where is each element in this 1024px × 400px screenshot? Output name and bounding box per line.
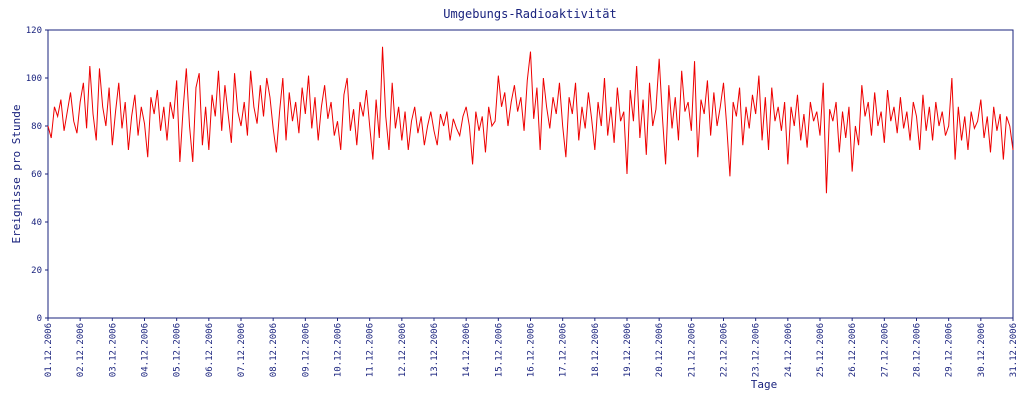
data-line <box>47 46 1014 194</box>
y-tick-label: 40 <box>31 218 42 228</box>
x-tick-label: 07.12.2006 <box>237 323 247 377</box>
x-tick-label: 20.12.2006 <box>655 323 665 377</box>
x-axis-label: Tage <box>751 378 778 391</box>
x-tick-label: 26.12.2006 <box>848 323 858 377</box>
x-tick-label: 25.12.2006 <box>816 323 826 377</box>
x-tick-label: 08.12.2006 <box>269 323 279 377</box>
x-tick-label: 21.12.2006 <box>687 323 697 377</box>
x-tick-label: 11.12.2006 <box>366 323 376 377</box>
x-tick-label: 29.12.2006 <box>945 323 955 377</box>
x-tick-label: 19.12.2006 <box>623 323 633 377</box>
x-tick-label: 01.12.2006 <box>44 323 54 377</box>
y-tick-label: 120 <box>26 26 42 36</box>
x-tick-label: 15.12.2006 <box>494 323 504 377</box>
x-tick-label: 18.12.2006 <box>591 323 601 377</box>
x-tick-label: 22.12.2006 <box>720 323 730 377</box>
y-tick-label: 80 <box>31 122 42 132</box>
plot-frame <box>47 29 1014 319</box>
x-tick-label: 03.12.2006 <box>108 323 118 377</box>
y-tick-label: 100 <box>26 74 42 84</box>
y-axis-label: Ereignisse pro Stunde <box>10 104 23 243</box>
x-tick-label: 27.12.2006 <box>880 323 890 377</box>
y-tick-label: 60 <box>31 170 42 180</box>
x-tick-label: 28.12.2006 <box>913 323 923 377</box>
y-tick-label: 20 <box>31 266 42 276</box>
x-tick-label: 05.12.2006 <box>173 323 183 377</box>
x-tick-label: 09.12.2006 <box>301 323 311 377</box>
x-tick-label: 12.12.2006 <box>398 323 408 377</box>
x-tick-label: 02.12.2006 <box>76 323 86 377</box>
x-tick-label: 13.12.2006 <box>430 323 440 377</box>
x-tick-label: 23.12.2006 <box>752 323 762 377</box>
x-tick-label: 31.12.2006 <box>1009 323 1019 377</box>
x-tick-label: 30.12.2006 <box>977 323 987 377</box>
x-tick-label: 16.12.2006 <box>527 323 537 377</box>
x-tick-label: 17.12.2006 <box>559 323 569 377</box>
x-tick-label: 14.12.2006 <box>462 323 472 377</box>
x-tick-label: 24.12.2006 <box>784 323 794 377</box>
chart-title: Umgebungs-Radioaktivität <box>443 7 616 21</box>
x-tick-label: 04.12.2006 <box>141 323 151 377</box>
x-tick-label: 06.12.2006 <box>205 323 215 377</box>
y-tick-label: 0 <box>37 314 42 324</box>
x-tick-label: 10.12.2006 <box>334 323 344 377</box>
